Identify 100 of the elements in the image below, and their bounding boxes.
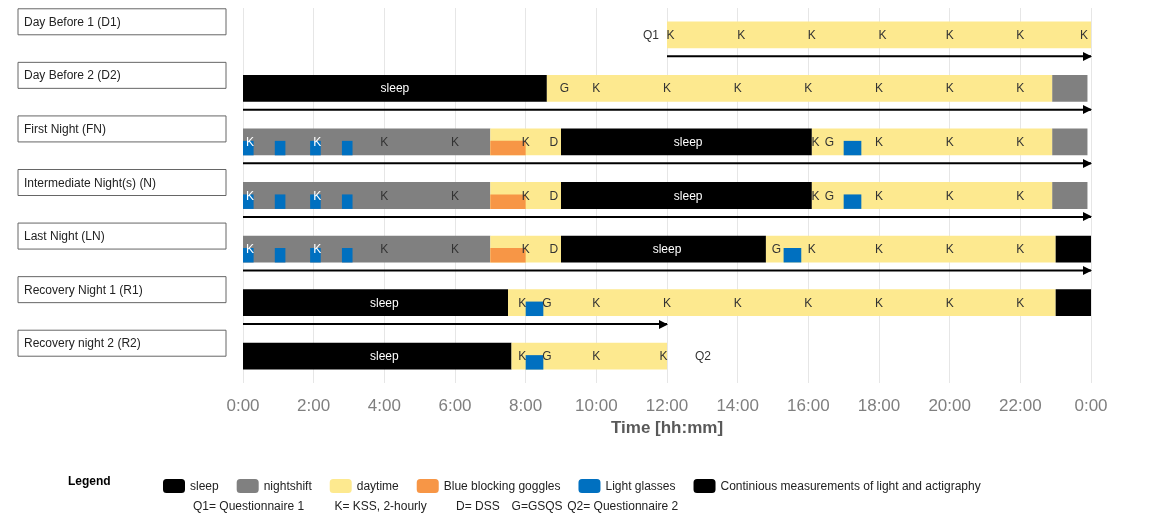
- bar: [1052, 128, 1088, 156]
- bar: [561, 182, 812, 209]
- bar: [243, 182, 491, 209]
- x-tick-label: 16:00: [787, 396, 830, 415]
- x-tick-label: 18:00: [857, 396, 901, 415]
- annotation: K: [662, 81, 672, 96]
- x-tick-label: 4:00: [367, 396, 401, 415]
- bar: [511, 342, 667, 370]
- bar: [243, 289, 508, 317]
- bar: [508, 289, 1056, 317]
- y-tick-label: Recovery Night 1 (R1): [24, 282, 143, 297]
- bar: [243, 74, 547, 102]
- x-tick-label: 0:00: [1074, 396, 1108, 415]
- y-tick-label: Last Night (LN): [24, 229, 105, 244]
- annotation: K: [313, 188, 322, 203]
- x-tick-label: 8:00: [509, 396, 543, 415]
- annotation: K: [807, 242, 816, 257]
- y-tick-label: Recovery night 2 (R2): [24, 336, 141, 351]
- bar: [1055, 289, 1091, 317]
- annotation: K: [1016, 295, 1025, 310]
- annotation: K: [1016, 134, 1025, 149]
- annotation: K: [450, 242, 460, 257]
- bar: [561, 128, 812, 156]
- annotation: K: [592, 349, 601, 364]
- x-tick-label: 2:00: [297, 396, 331, 415]
- annotation: Q1: [642, 27, 660, 42]
- legend-label: Continious measurements of light and actigraphy: [720, 479, 981, 493]
- bar: [667, 21, 1091, 49]
- annotation: K: [1016, 27, 1025, 42]
- annotation: K: [811, 134, 820, 149]
- annotation: Q2: [695, 349, 712, 364]
- bar: [525, 355, 544, 370]
- annotation: sleep: [369, 349, 399, 364]
- y-tick-label: First Night (FN): [24, 121, 106, 136]
- y-tick-label: Day Before 2 (D2): [24, 68, 121, 83]
- bar: [783, 248, 802, 263]
- annotation: K: [807, 27, 816, 42]
- x-tick-label: 0:00: [226, 396, 260, 415]
- legend-label: Light glasses: [605, 479, 676, 493]
- annotation: K: [521, 242, 530, 257]
- annotation: K: [1016, 242, 1025, 257]
- bar: [1055, 235, 1091, 263]
- annotation: sleep: [673, 188, 703, 203]
- annotation: K: [246, 188, 255, 203]
- text: K= KSS, 2-hourly: [334, 499, 427, 513]
- annotation: K: [1016, 81, 1025, 96]
- annotation: K: [380, 188, 389, 203]
- annotation: K: [874, 81, 884, 96]
- annotation: K: [1016, 188, 1025, 203]
- bar: [274, 248, 286, 263]
- annotation: K: [804, 295, 813, 310]
- bar: [341, 248, 353, 263]
- bar: [561, 235, 766, 263]
- annotation: K: [878, 27, 887, 42]
- x-tick-label: 12:00: [645, 396, 689, 415]
- legend-label: nightshift: [263, 479, 313, 493]
- bar: [525, 301, 544, 317]
- text: G=GSQS: [511, 499, 563, 513]
- text: Q1= Questionnaire 1: [193, 499, 305, 513]
- annotation: K: [592, 295, 601, 310]
- annotation: K: [945, 242, 954, 257]
- bar: [243, 235, 491, 263]
- bar: [1052, 182, 1088, 209]
- legend-label: daytime: [356, 479, 400, 493]
- annotation: K: [945, 134, 954, 149]
- annotation: K: [804, 81, 813, 96]
- annotation: K: [380, 242, 389, 257]
- annotation: G: [824, 134, 835, 149]
- x-axis-title: Time [hh:mm]: [610, 418, 724, 437]
- annotation: K: [874, 188, 884, 203]
- bar: [765, 235, 1056, 263]
- legend-label: Blue blocking goggles: [443, 479, 561, 493]
- bar: [811, 128, 1053, 156]
- annotation: K: [733, 81, 742, 96]
- x-tick-label: 6:00: [438, 396, 472, 415]
- x-tick-label: 20:00: [928, 396, 971, 415]
- annotation: G: [542, 295, 552, 310]
- bar: [341, 140, 353, 156]
- annotation: K: [666, 27, 675, 42]
- bar: [811, 182, 1053, 209]
- annotation: K: [450, 134, 460, 149]
- bar: [1052, 74, 1088, 102]
- annotation: K: [518, 349, 527, 364]
- bar: [341, 194, 353, 209]
- annotation: K: [945, 27, 954, 42]
- annotation: K: [659, 349, 668, 364]
- y-tick-label: Day Before 1 (D1): [24, 14, 121, 29]
- y-tick-label: Intermediate Night(s) (N): [24, 175, 157, 190]
- annotation: K: [592, 81, 601, 96]
- legend-label: sleep: [190, 479, 220, 493]
- annotation: K: [811, 188, 820, 203]
- annotation: sleep: [369, 295, 399, 310]
- annotation: sleep: [380, 81, 410, 96]
- x-tick-label: 14:00: [716, 396, 759, 415]
- annotation: K: [246, 242, 255, 257]
- annotation: K: [737, 27, 746, 42]
- annotation: K: [1079, 27, 1088, 42]
- annotation: K: [246, 134, 255, 149]
- annotation: K: [313, 242, 322, 257]
- annotation: K: [662, 295, 672, 310]
